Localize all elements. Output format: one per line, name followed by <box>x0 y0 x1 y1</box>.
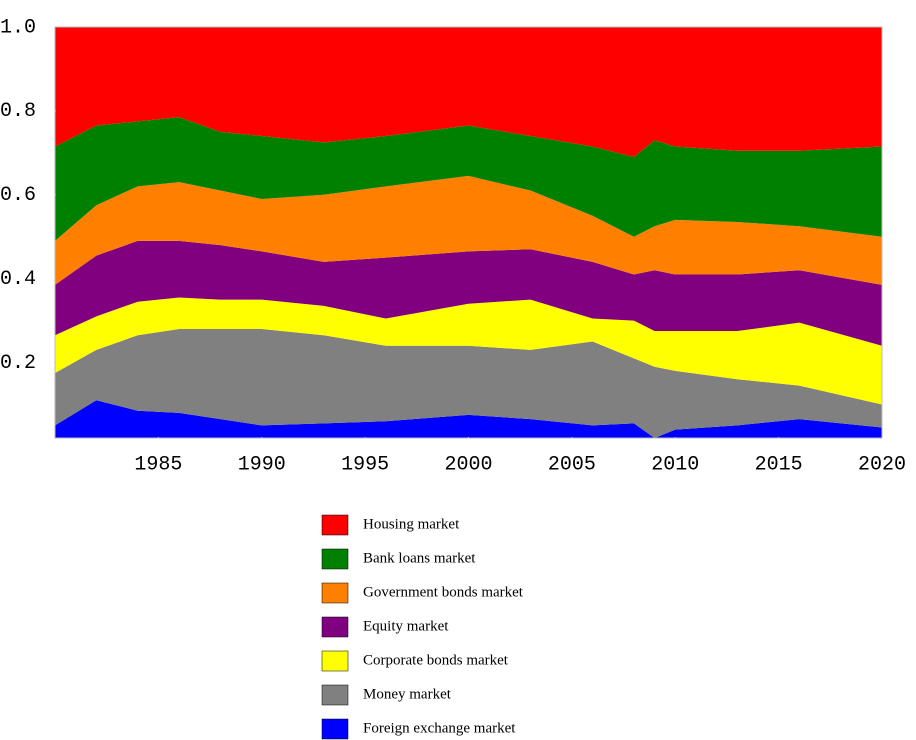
x-tick-label: 2010 <box>651 453 699 476</box>
y-tick-label: 1.0 <box>0 16 36 39</box>
legend-swatch <box>321 514 349 536</box>
x-tick-label: 1985 <box>134 453 182 476</box>
legend-swatch <box>321 684 349 706</box>
x-tick-label: 2020 <box>858 453 906 476</box>
x-tick-label: 2000 <box>444 453 492 476</box>
legend-label: Corporate bonds market <box>363 652 509 668</box>
legend-label: Money market <box>363 686 452 702</box>
x-tick-label: 1995 <box>341 453 389 476</box>
plot-area <box>55 27 882 438</box>
legend: Housing market Bank loans market Governmen… <box>321 514 524 740</box>
x-tick-label: 2005 <box>548 453 596 476</box>
x-tick-label: 1990 <box>238 453 286 476</box>
area <box>55 117 882 241</box>
legend-label: Equity market <box>363 618 449 634</box>
axes: 0.2 0.4 0.6 0.8 1.0 1985 1990 1995 2000 2005 2010 2… <box>0 16 906 476</box>
x-tick-label: 2015 <box>755 453 803 476</box>
y-tick-label: 0.2 <box>0 352 36 375</box>
y-tick-label: 0.8 <box>0 100 36 123</box>
area <box>55 297 882 405</box>
y-tick-label: 0.6 <box>0 184 36 207</box>
legend-label: Bank loans market <box>363 550 476 566</box>
y-tick-label: 0.4 <box>0 268 36 291</box>
legend-label: Foreign exchange market <box>363 720 516 736</box>
legend-label: Housing market <box>363 516 460 532</box>
legend-swatch <box>321 616 349 638</box>
legend-swatch <box>321 718 349 740</box>
area <box>55 175 882 285</box>
area <box>55 27 882 158</box>
legend-label: Government bonds market <box>363 584 524 600</box>
legend-swatch <box>321 650 349 672</box>
area <box>55 400 882 438</box>
area <box>55 328 882 438</box>
legend-swatch <box>321 548 349 570</box>
legend-swatch <box>321 582 349 604</box>
area <box>55 240 882 346</box>
